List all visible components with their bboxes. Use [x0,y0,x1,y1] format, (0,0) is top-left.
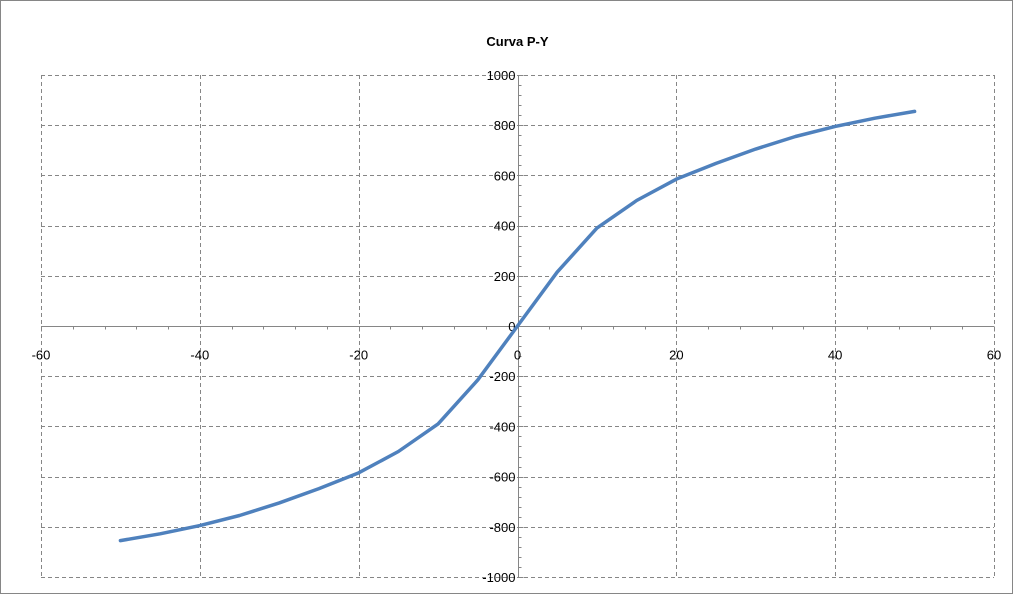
y-tick-label: 200 [494,269,516,284]
y-tick-label: -600 [489,470,515,485]
x-tick-label: -60 [32,348,51,363]
chart-title: Curva P-Y [486,34,548,49]
y-tick-label: 600 [494,168,516,183]
series-layer [118,109,917,543]
x-tick-label: 60 [987,348,1001,363]
tick-label-layer: -60 -40 -20 0 20 40 60-1000-800-600-400-200020… [32,68,1002,585]
y-tick-label: -400 [489,419,515,434]
y-tick-label: 1000 [487,68,516,83]
y-tick-label: 800 [494,118,516,133]
x-tick-label: 40 [828,348,842,363]
x-tick-label: 0 [514,348,521,363]
x-tick-label: -40 [190,348,209,363]
y-tick-label: 400 [494,219,516,234]
series-line [118,109,917,543]
x-tick-label: -20 [349,348,368,363]
x-tick-label: 20 [669,348,683,363]
y-tick-label: -1000 [482,570,515,585]
y-tick-label: -800 [489,520,515,535]
y-tick-label: -200 [489,369,515,384]
y-tick-label: 0 [508,319,515,334]
grid-layer [41,75,995,578]
